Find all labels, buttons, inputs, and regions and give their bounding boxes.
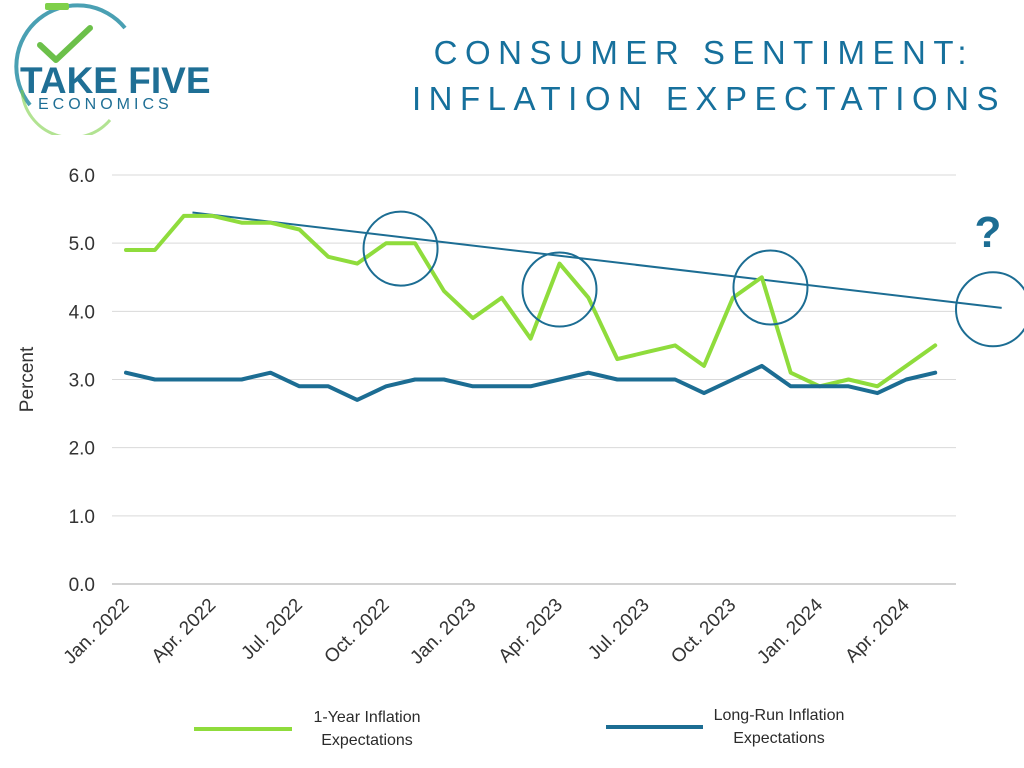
question-mark: ? (975, 208, 1002, 257)
chart-title-line1: CONSUMER SENTIMENT: (433, 34, 974, 71)
stopwatch-ring-icon (14, 3, 127, 107)
y-tick-label: 1.0 (69, 507, 95, 528)
annotation-circle (955, 271, 1024, 348)
y-tick-label: 4.0 (69, 302, 95, 323)
y-tick-label: 3.0 (69, 371, 95, 392)
legend-label-longrun-line2: Expectations (733, 730, 825, 747)
chart-title-line2: INFLATION EXPECTATIONS (411, 80, 1006, 117)
y-tick-label: 2.0 (69, 439, 95, 460)
trendline (192, 211, 1002, 309)
legend-label-longrun-line1: Long-Run Inflation (713, 707, 845, 724)
x-tick-label: Jan. 2024 (753, 594, 827, 668)
legend-label-1year-line1: 1-Year Inflation (313, 709, 421, 726)
y-tick-label: 5.0 (69, 234, 95, 255)
legend-label-longrun: Long-Run Inflation Expectations (689, 704, 869, 750)
x-tick-label: Apr. 2022 (148, 595, 220, 667)
annotation-circle (362, 210, 439, 287)
series-line-1year (124, 213, 938, 389)
legend-label-1year-line2: Expectations (321, 732, 413, 749)
x-tick-label: Apr. 2024 (841, 594, 914, 667)
x-tick-label: Jan. 2023 (406, 595, 480, 669)
x-tick-label: Oct. 2023 (667, 595, 740, 668)
brand-logo: TAKE FIVE ECONOMICS (0, 0, 240, 135)
x-tick-label: Jul. 2022 (238, 595, 307, 664)
x-tick-label: Apr. 2023 (495, 595, 567, 667)
checkmark-icon (37, 25, 93, 63)
series-line-longrun (124, 363, 938, 402)
x-tick-label: Jan. 2022 (60, 595, 134, 669)
brand-name-line1: TAKE FIVE (20, 60, 211, 101)
y-tick-label: 0.0 (69, 575, 95, 596)
y-axis-label: Percent (17, 346, 38, 412)
x-tick-label: Oct. 2022 (321, 595, 394, 668)
y-tick-label: 6.0 (69, 166, 95, 187)
brand-name-line2: ECONOMICS (38, 96, 173, 113)
annotation-circle (732, 249, 809, 326)
legend-label-1year: 1-Year Inflation Expectations (277, 706, 457, 752)
annotation-circle (521, 251, 598, 328)
stopwatch-button-icon (45, 3, 69, 10)
x-tick-label: Jul. 2023 (584, 595, 653, 664)
